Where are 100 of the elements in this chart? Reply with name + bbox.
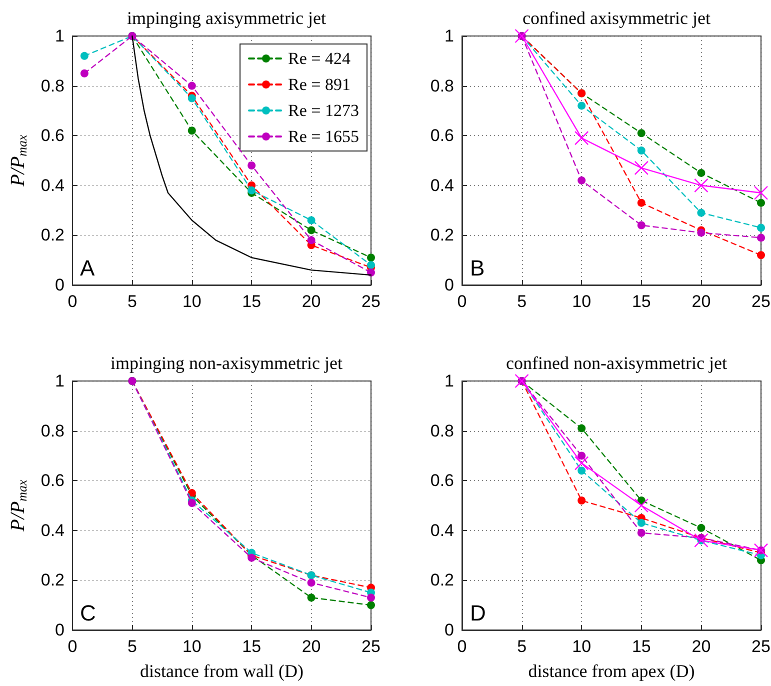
y-tick-label: 1 [55, 26, 64, 46]
point [637, 129, 646, 138]
y-tick-label: 0 [55, 620, 64, 640]
annotation: B [470, 256, 485, 280]
point [757, 251, 765, 260]
y-tick-label: 0.8 [430, 76, 454, 96]
point [578, 424, 586, 432]
x-tick-label: 15 [632, 637, 651, 656]
point [578, 496, 586, 505]
point [367, 594, 375, 602]
point [188, 126, 196, 135]
y-tick-label: 0.6 [430, 471, 454, 490]
x-tick-label: 10 [572, 637, 592, 656]
point [307, 594, 316, 602]
y-tick-label: 0 [55, 276, 64, 294]
x-tick-label: 10 [572, 292, 592, 311]
x-tick-label: 25 [752, 292, 770, 311]
point [248, 186, 256, 194]
point [634, 498, 648, 513]
point [367, 268, 375, 277]
x-axis-title: distance from apex (D) [528, 661, 695, 681]
x-tick-label: 10 [182, 637, 202, 656]
x-tick-label: 5 [517, 292, 527, 311]
x-axis-title: distance from wall (D) [140, 661, 304, 681]
point [697, 524, 706, 532]
x-tick-label: 25 [752, 637, 770, 656]
x-tick-label: 15 [242, 637, 262, 656]
annotation: C [80, 600, 96, 626]
x-tick-label: 25 [362, 292, 380, 311]
legend-label: Re = 424 [288, 49, 351, 68]
x-tick-label: 20 [302, 292, 321, 311]
x-tick-label: 20 [692, 637, 711, 656]
x-tick-label: 0 [68, 292, 78, 311]
y-tick-label: 0.4 [40, 520, 64, 540]
legend-label: Re = 1273 [288, 101, 360, 120]
point [307, 216, 316, 224]
point [637, 518, 646, 527]
y-tick-label: 0.6 [40, 126, 64, 146]
y-axis-title: P/Pmax [7, 134, 30, 188]
point [634, 160, 648, 176]
x-tick-label: 5 [517, 637, 527, 656]
legend-label: Re = 891 [288, 75, 351, 94]
y-tick-label: 1 [444, 372, 454, 390]
x-tick-label: 5 [127, 637, 137, 656]
x-tick-label: 0 [457, 637, 467, 656]
y-tick-label: 0 [444, 276, 454, 294]
x-tick-label: 15 [242, 292, 262, 311]
annotation: A [80, 256, 95, 280]
y-tick-label: 0.4 [430, 520, 454, 540]
point [694, 178, 708, 192]
x-tick-label: 25 [362, 637, 380, 656]
point [697, 208, 706, 217]
point [188, 82, 196, 90]
y-tick-label: 0.6 [40, 471, 64, 490]
point [514, 374, 529, 388]
point [637, 198, 646, 207]
point [694, 533, 708, 548]
x-tick-label: 0 [457, 292, 467, 311]
chart-title: confined non-axisymmetric jet [506, 353, 727, 373]
point [574, 130, 589, 146]
point [188, 94, 196, 102]
y-tick-label: 0 [444, 620, 454, 640]
point [367, 254, 375, 262]
y-tick-label: 1 [444, 26, 454, 46]
y-tick-label: 0.8 [40, 76, 64, 96]
annotation: D [470, 600, 486, 626]
point [248, 554, 256, 562]
chart-title: impinging axisymmetric jet [127, 8, 326, 28]
point [757, 198, 765, 207]
x-tick-label: 20 [302, 637, 321, 656]
point [754, 543, 768, 558]
y-tick-label: 1 [55, 372, 64, 390]
point [637, 528, 646, 537]
point [80, 52, 88, 60]
point [578, 102, 586, 110]
point [697, 228, 706, 237]
point [248, 161, 256, 170]
point [80, 69, 88, 78]
point [637, 146, 646, 155]
point [637, 221, 646, 230]
point [757, 224, 765, 232]
point [188, 499, 196, 508]
legend-label: Re = 1655 [288, 127, 360, 146]
chart-title: confined axisymmetric jet [522, 8, 710, 28]
x-tick-label: 0 [68, 637, 78, 656]
point [757, 234, 765, 242]
y-tick-label: 0.8 [430, 421, 454, 440]
point [367, 261, 375, 270]
point [307, 236, 316, 244]
point [578, 176, 586, 184]
point [578, 452, 586, 460]
x-tick-label: 5 [127, 292, 137, 311]
x-tick-label: 20 [692, 292, 711, 311]
chart-title: impinging non-axisymmetric jet [110, 353, 342, 373]
point [307, 226, 316, 234]
y-tick-label: 0.2 [430, 570, 454, 590]
point [754, 186, 768, 200]
y-tick-label: 0.8 [40, 421, 64, 440]
point [697, 168, 706, 177]
y-tick-label: 0.6 [430, 126, 454, 146]
